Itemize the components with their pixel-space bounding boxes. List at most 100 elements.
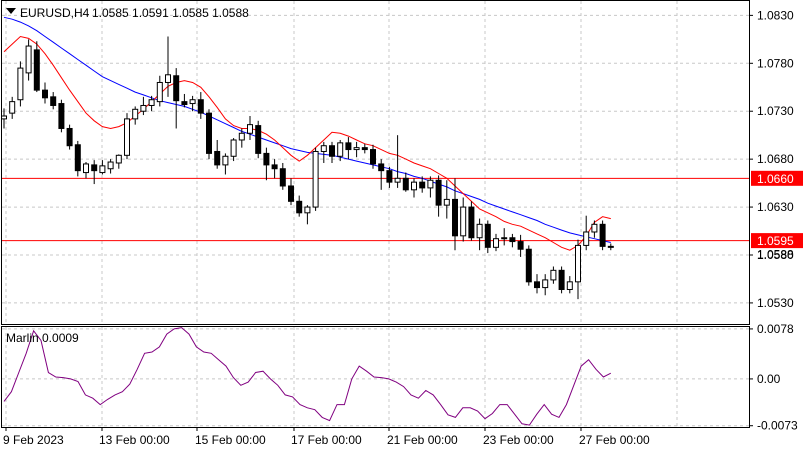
candle-body <box>468 206 475 239</box>
candle <box>378 159 385 190</box>
candle <box>509 233 516 248</box>
candle-body <box>296 200 303 214</box>
candle <box>156 75 163 107</box>
slow-ma-line <box>3 16 611 243</box>
candle-body <box>476 223 483 239</box>
candle <box>320 141 327 163</box>
candle-body <box>345 142 352 151</box>
candle <box>501 228 508 246</box>
candle-body <box>1 115 7 120</box>
candle-body <box>378 163 385 172</box>
time-tick-label: 17 Feb 00:00 <box>291 433 362 447</box>
time-tick-label: 27 Feb 00:00 <box>579 433 650 447</box>
candle <box>575 239 581 300</box>
fast-ma-line <box>3 35 611 251</box>
symbol-title: EURUSD,H4 <box>20 6 90 20</box>
candle-body <box>197 99 204 114</box>
price-tick-label: 1.0530 <box>757 296 794 310</box>
candle <box>288 178 294 206</box>
candle-body <box>107 161 114 170</box>
collapse-triangle-icon[interactable] <box>6 8 16 14</box>
candle <box>402 172 409 192</box>
candle-body <box>558 269 565 290</box>
candle-body <box>361 147 368 151</box>
time-tick-label: 23 Feb 00:00 <box>483 433 554 447</box>
candle <box>566 276 573 294</box>
level-badge-1 <box>751 170 803 186</box>
candle-body <box>140 104 147 112</box>
candle <box>230 138 237 162</box>
candle-body <box>394 177 401 183</box>
candle <box>263 147 270 181</box>
candle-body <box>222 155 229 166</box>
candle <box>214 139 221 169</box>
marlin-line <box>3 327 612 426</box>
candle <box>279 162 286 190</box>
candle-body <box>353 147 360 151</box>
candle <box>132 106 139 125</box>
price-tick-label: 1.0680 <box>757 152 794 166</box>
candle-body <box>575 244 581 283</box>
candle <box>115 154 122 169</box>
candle <box>255 120 262 159</box>
candle-body <box>247 124 253 134</box>
candle <box>91 160 98 185</box>
candle-body <box>214 150 221 166</box>
candle-body <box>304 206 311 214</box>
candle-body <box>288 185 294 202</box>
candle-body <box>17 67 24 101</box>
candle <box>534 274 540 294</box>
candle <box>25 39 32 81</box>
candle-body <box>173 75 180 102</box>
candle <box>591 220 598 238</box>
candle-body <box>460 206 467 237</box>
candle-body <box>312 150 319 208</box>
candle-body <box>509 237 516 243</box>
candle <box>33 41 40 93</box>
candle <box>411 178 417 198</box>
current-price-label: 1.0588 <box>757 248 794 262</box>
candle-body <box>542 279 549 289</box>
indicator-title: Marlin 0.0009 <box>6 331 79 345</box>
candle <box>443 180 450 219</box>
candle-body <box>230 139 237 157</box>
candle <box>353 141 360 158</box>
candle <box>124 113 130 160</box>
level-badge-1-label: 1.0660 <box>757 172 794 186</box>
candle <box>17 61 24 107</box>
candle <box>452 178 458 251</box>
candle-body <box>435 179 442 206</box>
candle <box>74 140 81 177</box>
main-pane-border <box>1 0 750 325</box>
candle-body <box>42 89 48 99</box>
candle <box>427 176 434 198</box>
candle-body <box>427 179 434 189</box>
candle <box>107 159 114 174</box>
candle <box>165 36 171 97</box>
price-tick-label: 1.0730 <box>757 104 794 118</box>
price-tick-label: 1.0830 <box>757 8 794 22</box>
candle-body <box>263 152 270 166</box>
indicator-axis: 0.0078 0.00 -0.0073 <box>749 322 798 433</box>
candle <box>517 234 524 257</box>
candle-body <box>132 108 139 120</box>
candle-body <box>525 248 532 283</box>
candle-body <box>279 168 286 187</box>
candle-body <box>419 181 426 189</box>
candle <box>50 92 57 110</box>
candle-body <box>66 127 73 147</box>
candle-body <box>115 154 122 164</box>
indicator-tick-label: -0.0073 <box>757 419 798 433</box>
candle <box>599 220 606 251</box>
candle <box>337 139 344 162</box>
candle <box>329 141 335 163</box>
candle-body <box>99 165 106 174</box>
candle-body <box>25 45 32 74</box>
candle <box>189 95 196 112</box>
candle <box>493 233 499 252</box>
candle-body <box>534 281 540 289</box>
time-axis: 9 Feb 2023 13 Feb 00:00 15 Feb 00:00 17 Feb… <box>3 427 650 447</box>
candle-body <box>255 125 262 154</box>
candle <box>345 137 352 160</box>
candle-body <box>583 231 590 246</box>
